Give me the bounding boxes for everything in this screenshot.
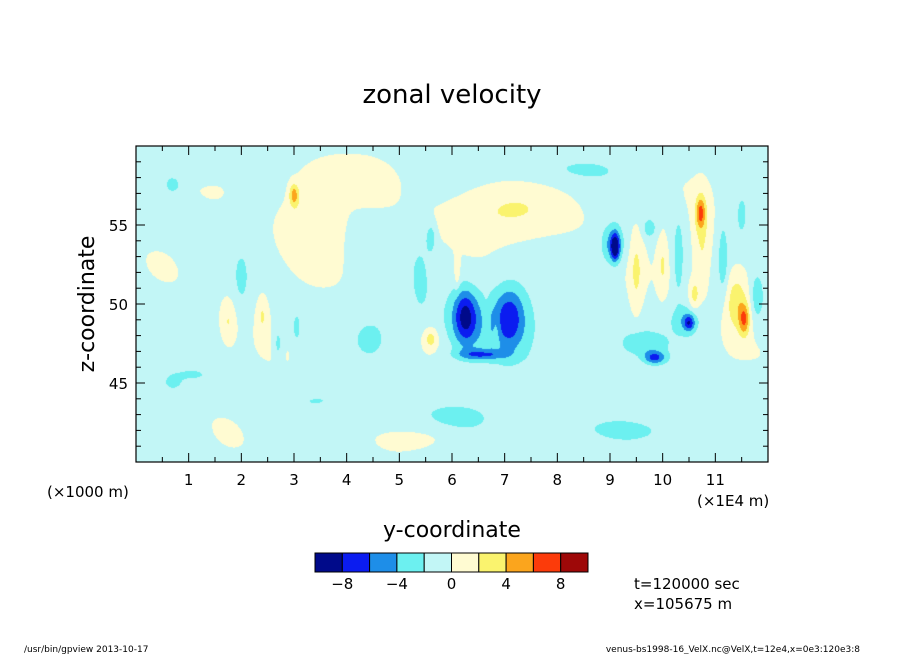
y-axis-ticks: 45 50 55 — [109, 161, 768, 447]
x-tick-label: 11 — [706, 471, 725, 489]
x-tick-label: 9 — [605, 471, 615, 489]
x-tick-label: 8 — [553, 471, 563, 489]
colorbar-swatch — [423, 552, 453, 573]
x-tick-label: 3 — [289, 471, 299, 489]
colorbar-swatch — [314, 552, 343, 573]
time-info: t=120000 sec — [634, 575, 740, 593]
x-tick-label: 10 — [653, 471, 672, 489]
colorbar-label: 8 — [556, 575, 566, 593]
velocity-field — [136, 146, 768, 462]
y-tick-label: 55 — [109, 217, 128, 235]
chart-title: zonal velocity — [362, 80, 541, 110]
colorbar-swatch — [478, 552, 507, 573]
x-axis-ticks: 1 2 3 4 5 6 7 8 9 10 11 — [161, 146, 743, 489]
x-tick-label: 6 — [447, 471, 457, 489]
x-axis-unit-right: (×1E4 m) — [697, 492, 769, 510]
x-tick-label: 5 — [395, 471, 405, 489]
colorbar-swatch — [532, 552, 562, 573]
x-tick-label: 1 — [184, 471, 194, 489]
y-tick-label: 50 — [109, 296, 128, 314]
x-tick-label: 4 — [342, 471, 352, 489]
colorbar-swatch — [369, 552, 398, 573]
x-axis-label: y-coordinate — [383, 518, 521, 543]
x-tick-label: 7 — [500, 471, 510, 489]
colorbar-swatch — [505, 552, 534, 573]
colorbar-label: −8 — [331, 575, 353, 593]
footer-program: /usr/bin/gpview 2013-10-17 — [24, 645, 148, 654]
position-info: x=105675 m — [634, 595, 732, 613]
colorbar-label: 4 — [501, 575, 511, 593]
footer-source: venus-bs1998-16_VelX.nc@VelX,t=12e4,x=0e… — [606, 645, 860, 654]
colorbar-swatch — [451, 552, 480, 573]
colorbar-swatch — [560, 552, 589, 573]
colorbar-swatch — [396, 552, 425, 573]
colorbar-label: −4 — [386, 575, 408, 593]
y-axis-label: z-coordinate — [75, 236, 100, 373]
colorbar-swatch — [341, 552, 371, 573]
x-tick-label: 2 — [237, 471, 247, 489]
colorbar: −8 −4 0 4 8 — [314, 552, 589, 593]
y-tick-label: 45 — [109, 375, 128, 393]
colorbar-label: 0 — [447, 575, 457, 593]
x-axis-unit-left: (×1000 m) — [47, 483, 129, 501]
